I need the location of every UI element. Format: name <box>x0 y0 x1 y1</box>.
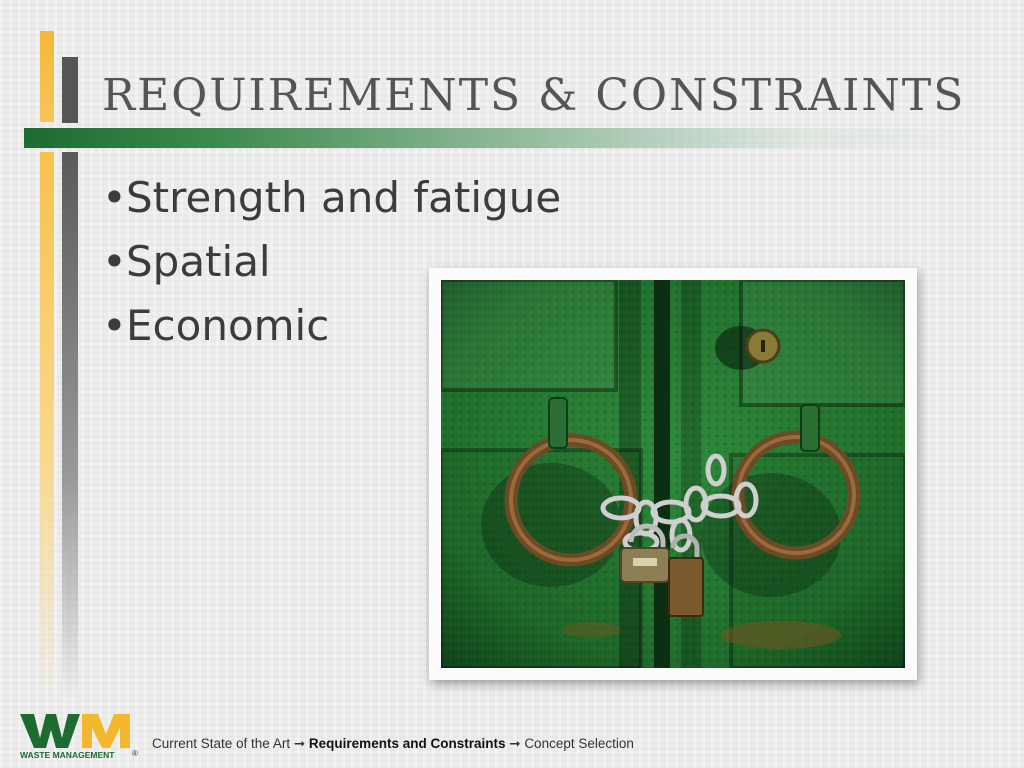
bullet-dot: • <box>102 301 127 350</box>
bullet-text: Strength and fatigue <box>126 173 562 222</box>
waste-management-logo: WASTE MANAGEMENT ® <box>20 714 138 760</box>
bullet-item: •Spatial <box>102 234 561 298</box>
accent-bar-yellow-long <box>40 152 54 700</box>
breadcrumb: Current State of the Art ➞ Requirements … <box>152 736 634 752</box>
title-underline-band <box>24 128 994 148</box>
accent-bar-gray <box>62 57 78 123</box>
breadcrumb-item: Current State of the Art <box>152 736 291 751</box>
bullet-item: •Economic <box>102 298 561 362</box>
photo-frame <box>429 268 917 680</box>
logo-company-name: WASTE MANAGEMENT <box>20 750 115 760</box>
breadcrumb-item: Concept Selection <box>524 736 634 751</box>
accent-bar-yellow <box>40 31 54 122</box>
bullet-text: Economic <box>126 301 330 350</box>
locked-green-door-icon <box>441 280 905 668</box>
bullet-dot: • <box>102 173 127 222</box>
bullet-dot: • <box>102 237 127 286</box>
arrow-right-icon: ➞ <box>509 736 521 751</box>
logo-registered-mark: ® <box>132 749 138 758</box>
breadcrumb-item-current: Requirements and Constraints <box>308 736 506 751</box>
slide-title: REQUIREMENTS & CONSTRAINTS <box>102 70 966 121</box>
bullet-text: Spatial <box>126 237 271 286</box>
accent-bar-gray-long <box>62 152 78 700</box>
bullet-list: •Strength and fatigue •Spatial •Economic <box>102 170 561 362</box>
arrow-right-icon: ➞ <box>293 736 306 751</box>
bullet-item: •Strength and fatigue <box>102 170 561 234</box>
